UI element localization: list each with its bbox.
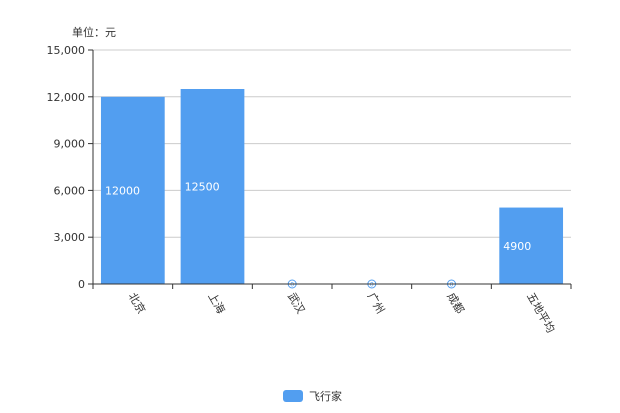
bar[interactable]	[100, 96, 165, 284]
y-tick-label: 0	[78, 278, 85, 291]
y-tick-label: 12,000	[47, 91, 86, 104]
x-tick-label: 五地平均	[524, 291, 557, 336]
x-tick-label: 武汉	[285, 291, 307, 317]
data-label: 4900	[503, 240, 531, 253]
bar[interactable]	[180, 89, 245, 284]
grid-lines	[93, 49, 571, 238]
unit-label: 单位：元	[72, 25, 116, 39]
data-label: 12500	[185, 181, 220, 194]
y-tick-label: 6,000	[54, 184, 86, 197]
y-tick-label: 9,000	[54, 138, 86, 151]
x-tick-label: 成都	[444, 291, 466, 317]
y-axis-ticks: 0 3,000 6,000 9,000 12,000 15,000	[47, 44, 93, 291]
bar[interactable]	[499, 207, 564, 284]
data-label: 12000	[105, 184, 140, 197]
legend[interactable]: 飞行家	[283, 388, 342, 404]
data-label: 0	[290, 282, 294, 289]
y-tick-label: 3,000	[54, 231, 86, 244]
legend-swatch	[283, 390, 303, 402]
x-axis-ticks: 北京 上海 武汉 广州 成都 五地平均	[92, 284, 572, 336]
y-tick-label: 15,000	[47, 44, 86, 57]
bars: 12000 12500 0 0 0 4900	[100, 89, 564, 289]
x-tick-label: 北京	[126, 290, 149, 316]
data-label: 0	[450, 282, 454, 289]
legend-label: 飞行家	[309, 390, 342, 403]
data-label: 0	[370, 282, 374, 289]
x-tick-label: 上海	[205, 290, 228, 316]
x-tick-label: 广州	[365, 291, 387, 317]
